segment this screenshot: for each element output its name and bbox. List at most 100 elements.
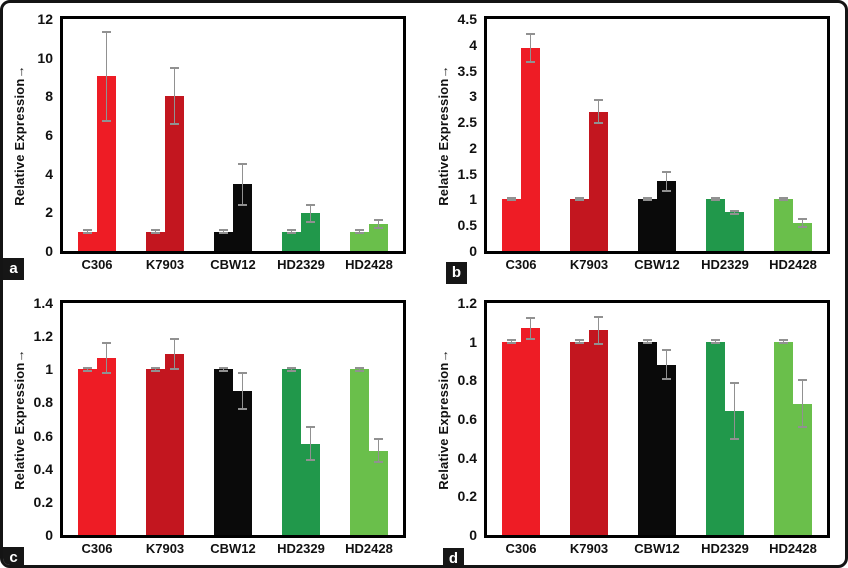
x-tick-label: C306: [81, 541, 113, 556]
bar-c306-bar2: [97, 357, 116, 535]
panel-letter: a: [3, 258, 24, 280]
error-bar-cap: [779, 342, 788, 345]
error-bar: [358, 230, 361, 234]
error-bar: [154, 230, 157, 234]
plot-area: [60, 16, 406, 254]
y-tick-label: 4: [469, 36, 477, 53]
y-tick-label: 4.5: [457, 11, 477, 27]
error-bar: [529, 317, 532, 339]
error-bar-cap: [711, 197, 720, 200]
error-bar-cap: [151, 232, 160, 235]
error-bar-cap: [83, 366, 92, 369]
panel-d: Relative Expression→ 0 0.2 0.4 0.6 0.8 1 1.2 C…: [427, 287, 845, 565]
error-bar: [597, 100, 600, 124]
bar-k7903-bar1: [570, 199, 589, 251]
bar-hd2329-bar1: [282, 231, 301, 251]
bar-k7903-bar2: [165, 96, 184, 251]
error-bar-cap: [238, 371, 247, 374]
panel-a: Relative Expression→ 0 2 4 6 8 10 12 C306 K7903…: [3, 3, 427, 287]
y-tick-label: 3: [469, 88, 477, 105]
y-tick-label: 3.5: [457, 62, 477, 79]
error-bar-cap: [730, 438, 739, 441]
error-bar-cap: [507, 342, 516, 345]
error-bar: [646, 198, 649, 201]
x-axis-labels: C306 K7903 CBW12 HD2329 HD2428: [60, 256, 406, 274]
y-tick-label: 0: [45, 243, 53, 259]
y-tick-label: 1.2: [457, 295, 477, 311]
y-tick-label: 0.4: [457, 449, 477, 466]
y-axis-ticks: 0 0.5 1 1.5 2 2.5 3 3.5 4 4.5: [427, 3, 477, 287]
bar-cbw12-bar1: [214, 231, 233, 251]
error-bar-cap: [83, 232, 92, 235]
bar-hd2428-bar1: [350, 369, 369, 535]
bar-hd2428-bar2: [793, 403, 812, 535]
x-tick-label: C306: [505, 257, 537, 272]
error-bar-cap: [594, 99, 603, 102]
bar-hd2428-bar2: [793, 222, 812, 251]
y-axis-ticks: 0 2 4 6 8 10 12: [3, 3, 53, 287]
error-bar: [510, 198, 513, 201]
y-tick-label: 0.2: [33, 493, 53, 510]
error-bar-cap: [798, 379, 807, 382]
error-bar: [529, 34, 532, 63]
bar-hd2428-bar2: [369, 223, 388, 251]
error-bar-cap: [507, 339, 516, 342]
error-bar-cap: [374, 437, 383, 440]
panel-letter: c: [3, 547, 24, 565]
error-bar-cap: [643, 339, 652, 342]
error-bar-cap: [594, 122, 603, 125]
bar-cbw12-bar2: [657, 364, 676, 535]
error-bar-cap: [219, 229, 228, 232]
error-bar-cap: [102, 341, 111, 344]
error-bar-cap: [355, 232, 364, 235]
bar-hd2428-bar1: [350, 231, 369, 251]
error-bar-cap: [170, 338, 179, 341]
error-bar: [578, 198, 581, 201]
error-bar-cap: [355, 366, 364, 369]
error-bar-cap: [575, 342, 584, 345]
error-bar-cap: [662, 349, 671, 352]
error-bar-cap: [798, 217, 807, 220]
error-bar-cap: [798, 425, 807, 428]
error-bar-cap: [730, 212, 739, 215]
error-bar: [105, 31, 108, 121]
error-bar: [173, 339, 176, 370]
x-tick-label: HD2428: [769, 541, 817, 556]
error-bar: [241, 372, 244, 410]
error-bar: [578, 340, 581, 344]
error-bar-cap: [711, 339, 720, 342]
error-bar-cap: [287, 366, 296, 369]
bar-cbw12-bar2: [657, 181, 676, 251]
error-bar-cap: [779, 199, 788, 202]
bar-cbw12-bar1: [638, 341, 657, 535]
error-bar-cap: [526, 61, 535, 64]
error-bar-cap: [355, 229, 364, 232]
error-bar-cap: [238, 163, 247, 165]
bar-k7903-bar1: [146, 369, 165, 535]
error-bar-cap: [83, 229, 92, 232]
bar-hd2329-bar2: [725, 411, 744, 535]
y-tick-label: 10: [37, 49, 53, 66]
error-bar: [597, 316, 600, 344]
error-bar-cap: [374, 226, 383, 229]
y-axis-ticks: 0 0.2 0.4 0.6 0.8 1 1.2 1.4: [3, 287, 53, 565]
y-tick-label: 0.8: [457, 372, 477, 389]
error-bar-cap: [219, 366, 228, 369]
bar-k7903-bar1: [146, 231, 165, 251]
y-tick-label: 8: [45, 88, 53, 105]
y-tick-label: 4: [45, 165, 53, 182]
bar-hd2428-bar2: [369, 450, 388, 535]
y-tick-label: 1.2: [33, 328, 53, 345]
bar-hd2329-bar2: [301, 213, 320, 251]
y-tick-label: 1: [469, 333, 477, 350]
panel-c: Relative Expression→ 0 0.2 0.4 0.6 0.8 1 1.2 1.…: [3, 287, 427, 565]
error-bar: [290, 367, 293, 371]
y-tick-label: 2.5: [457, 114, 477, 131]
error-bar-cap: [779, 197, 788, 200]
error-bar: [173, 68, 176, 125]
error-bar: [801, 218, 804, 227]
x-tick-label: CBW12: [210, 257, 256, 272]
error-bar: [86, 230, 89, 234]
bar-c306-bar1: [78, 369, 97, 535]
error-bar: [510, 340, 513, 344]
